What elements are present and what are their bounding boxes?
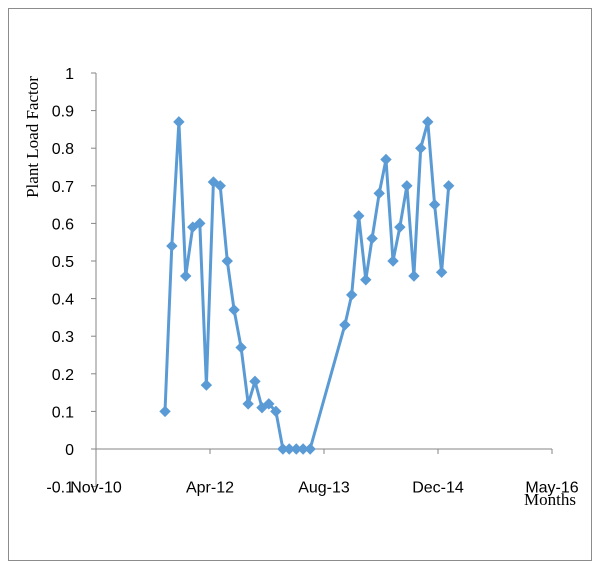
x-axis-title: Months — [524, 490, 576, 509]
data-point-marker — [187, 221, 199, 233]
y-axis-title: Plant Load Factor — [23, 76, 42, 198]
series-line — [163, 120, 451, 451]
data-point-marker — [428, 198, 441, 211]
y-tick-label: -0.1 — [46, 480, 74, 497]
x-tick-label: May-16 — [525, 480, 578, 497]
axes — [95, 73, 552, 487]
data-point-marker — [304, 443, 316, 455]
data-point-marker — [401, 180, 413, 192]
data-point-marker — [159, 405, 171, 418]
data-point-marker — [179, 270, 192, 282]
data-point-marker — [263, 398, 275, 410]
data-point-marker — [242, 398, 254, 410]
y-tick-label: 0.2 — [52, 367, 74, 384]
y-tick-label: 0.8 — [52, 141, 74, 158]
data-point-marker — [408, 270, 420, 282]
data-point-marker — [373, 187, 385, 200]
y-tick-label: 0.1 — [52, 404, 74, 421]
data-point-marker — [415, 142, 427, 154]
data-point-marker — [442, 180, 455, 192]
data-point-marker — [380, 153, 392, 166]
data-point-marker — [221, 255, 233, 267]
data-point-marker — [387, 255, 399, 267]
y-tick-label: 0.3 — [52, 329, 74, 346]
y-tick-label: 0.5 — [52, 254, 74, 271]
data-point-marker — [422, 116, 434, 128]
chart-frame — [8, 8, 592, 561]
y-axis-ticks: 0 0.1 0.2 0.3 0.4 0.5 0.6 0.7 0.8 0.9 1 -0.1 — [46, 66, 96, 497]
data-point-marker — [173, 116, 185, 128]
data-point-marker — [214, 180, 226, 192]
data-point-marker — [249, 375, 261, 388]
data-point-marker — [353, 210, 365, 222]
y-tick-label: 1 — [65, 66, 74, 83]
data-point-marker — [228, 304, 240, 316]
data-point-marker — [339, 319, 351, 331]
y-tick-label: 0.6 — [52, 216, 74, 233]
data-point-marker — [345, 289, 358, 301]
x-tick-label: Nov-10 — [70, 480, 122, 497]
data-point-marker — [394, 221, 406, 233]
y-tick-label: 0.9 — [52, 104, 74, 121]
y-tick-label: 0.7 — [52, 179, 74, 196]
data-point-marker — [360, 274, 372, 286]
y-tick-label: 0.4 — [52, 292, 74, 309]
data-point-marker — [166, 240, 178, 252]
data-point-marker — [435, 266, 448, 278]
data-point-marker — [235, 341, 247, 354]
x-tick-label: Aug-13 — [298, 480, 350, 497]
x-tick-label: Apr-12 — [186, 480, 234, 497]
data-point-marker — [366, 232, 378, 245]
series-plant-load-factor — [159, 116, 455, 455]
data-point-marker — [194, 217, 206, 230]
y-tick-label: 0 — [65, 442, 74, 459]
x-tick-label: Dec-14 — [412, 480, 464, 497]
x-axis-ticks: Nov-10 Apr-12 Aug-13 Dec-14 May-16 — [70, 449, 579, 497]
data-point-marker — [200, 379, 213, 391]
data-point-marker — [270, 405, 282, 418]
